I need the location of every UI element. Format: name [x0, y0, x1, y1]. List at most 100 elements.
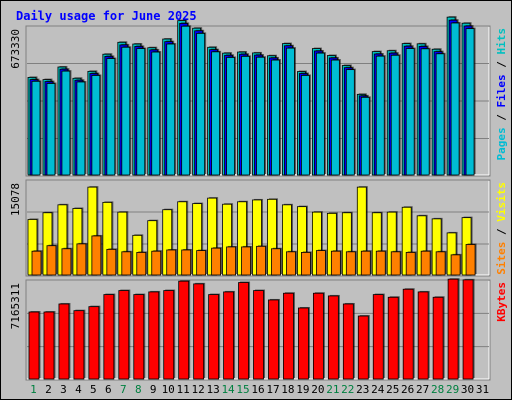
bar-kbytes-day-8 [133, 294, 145, 380]
x-tick-label-day-26: 26 [401, 383, 414, 396]
bar-kbytes-day-12 [193, 283, 205, 380]
x-tick-label-day-2: 2 [45, 383, 52, 396]
bar-sites-day-25 [390, 251, 401, 276]
x-tick-label-day-20: 20 [311, 383, 324, 396]
x-tick-label-day-10: 10 [162, 383, 175, 396]
bar-pages-day-21 [330, 59, 340, 176]
x-tick-label-day-24: 24 [371, 383, 385, 396]
panel-legend: KBytes [495, 282, 508, 322]
bar-kbytes-day-13 [208, 294, 220, 380]
bar-sites-day-24 [375, 250, 386, 276]
bar-kbytes-day-14 [223, 291, 234, 380]
bar-pages-day-25 [390, 54, 400, 176]
bar-kbytes-day-2 [43, 311, 55, 380]
series-kbytes [28, 278, 475, 380]
bar-pages-day-6 [106, 58, 116, 176]
x-tick-label-day-16: 16 [251, 383, 264, 396]
bar-pages-day-13 [211, 51, 221, 176]
bar-sites-day-5 [91, 235, 102, 276]
x-tick-label-day-28: 28 [431, 383, 444, 396]
bar-pages-day-16 [256, 56, 265, 176]
bar-sites-day-1 [31, 250, 42, 276]
bar-pages-day-11 [181, 25, 191, 176]
bar-sites-day-4 [76, 243, 87, 276]
bar-sites-day-2 [46, 245, 57, 276]
panel-legend: Sites / Visits [495, 182, 508, 275]
bar-sites-day-7 [121, 251, 132, 276]
x-tick-label-day-4: 4 [75, 383, 82, 396]
bar-pages-day-19 [301, 75, 310, 176]
bar-kbytes-day-1 [28, 311, 40, 380]
x-tick-label-day-12: 12 [192, 383, 205, 396]
bar-sites-day-13 [211, 247, 222, 276]
bar-sites-day-26 [405, 252, 416, 276]
bar-sites-day-15 [241, 246, 251, 276]
bar-kbytes-day-3 [58, 303, 70, 380]
bar-sites-day-30 [465, 244, 476, 276]
bar-kbytes-day-26 [402, 288, 414, 380]
x-tick-label-day-7: 7 [120, 383, 127, 396]
bar-kbytes-day-4 [73, 310, 85, 380]
bar-pages-day-2 [46, 83, 56, 176]
bar-kbytes-day-16 [253, 290, 264, 380]
x-tick-label-day-22: 22 [341, 383, 354, 396]
bar-kbytes-day-23 [357, 315, 369, 380]
bar-sites-day-18 [286, 251, 296, 276]
x-tick-label-day-3: 3 [60, 383, 67, 396]
x-tick-label-day-23: 23 [356, 383, 369, 396]
x-tick-label-day-5: 5 [90, 383, 97, 396]
x-tick-label-day-19: 19 [296, 383, 309, 396]
bar-kbytes-day-5 [88, 306, 100, 380]
bar-kbytes-day-18 [283, 292, 294, 380]
chart-title: Daily usage for June 2025 [16, 9, 197, 23]
x-tick-label-day-6: 6 [105, 383, 112, 396]
bar-sites-day-19 [301, 252, 311, 276]
bar-pages-day-17 [271, 59, 280, 176]
x-tick-label-day-13: 13 [206, 383, 219, 396]
bar-kbytes-day-30 [462, 279, 474, 380]
bar-sites-day-22 [345, 251, 356, 276]
bar-pages-day-3 [61, 70, 71, 176]
bar-pages-day-4 [76, 81, 86, 176]
series-visits [27, 186, 473, 276]
bar-sites-day-6 [106, 248, 117, 276]
bar-pages-day-24 [375, 55, 385, 176]
panel-max-label: 7165311 [9, 283, 22, 329]
legend-sites: Sites [495, 242, 508, 275]
bar-pages-day-14 [226, 57, 235, 176]
x-tick-label-day-25: 25 [386, 383, 399, 396]
bar-pages-day-23 [360, 96, 370, 176]
chart-panels: 673330 Pages / Files / Hits 15078 Sites / V… [9, 16, 508, 381]
panel-hits_files_pages: 673330 Pages / Files / Hits [9, 16, 508, 177]
bar-sites-day-11 [181, 249, 192, 276]
x-tick-label-day-9: 9 [150, 383, 157, 396]
bar-pages-day-28 [435, 53, 445, 176]
x-tick-label-day-14: 14 [221, 383, 235, 396]
x-tick-label-day-18: 18 [281, 383, 294, 396]
bar-sites-day-20 [315, 250, 326, 276]
legend-files: Files [495, 74, 508, 107]
x-tick-label-day-8: 8 [135, 383, 142, 396]
bar-sites-day-28 [435, 251, 446, 276]
legend-separator: / [495, 108, 508, 128]
bar-pages-day-18 [286, 47, 295, 176]
bar-pages-day-29 [450, 22, 460, 176]
bar-sites-day-16 [256, 245, 266, 276]
bar-kbytes-day-29 [447, 278, 459, 380]
bar-pages-day-1 [31, 80, 41, 176]
x-tick-label-day-29: 29 [446, 383, 459, 396]
bar-kbytes-day-19 [298, 307, 309, 380]
panel-kbytes: 7165311 KBytes [9, 278, 508, 381]
x-tick-label-day-1: 1 [30, 383, 37, 396]
bar-pages-day-12 [196, 33, 206, 176]
bar-pages-day-20 [315, 52, 325, 176]
bar-kbytes-day-22 [342, 303, 354, 380]
bar-pages-day-8 [136, 48, 146, 176]
bar-kbytes-day-17 [268, 299, 279, 380]
panel-visits_sites: 15078 Sites / Visits [9, 179, 508, 277]
x-tick-label-day-30: 30 [461, 383, 474, 396]
panel-max-label: 673330 [9, 29, 22, 69]
bar-sites-day-14 [226, 246, 236, 276]
legend-visits: Visits [495, 182, 508, 222]
bar-pages-day-26 [405, 48, 415, 176]
